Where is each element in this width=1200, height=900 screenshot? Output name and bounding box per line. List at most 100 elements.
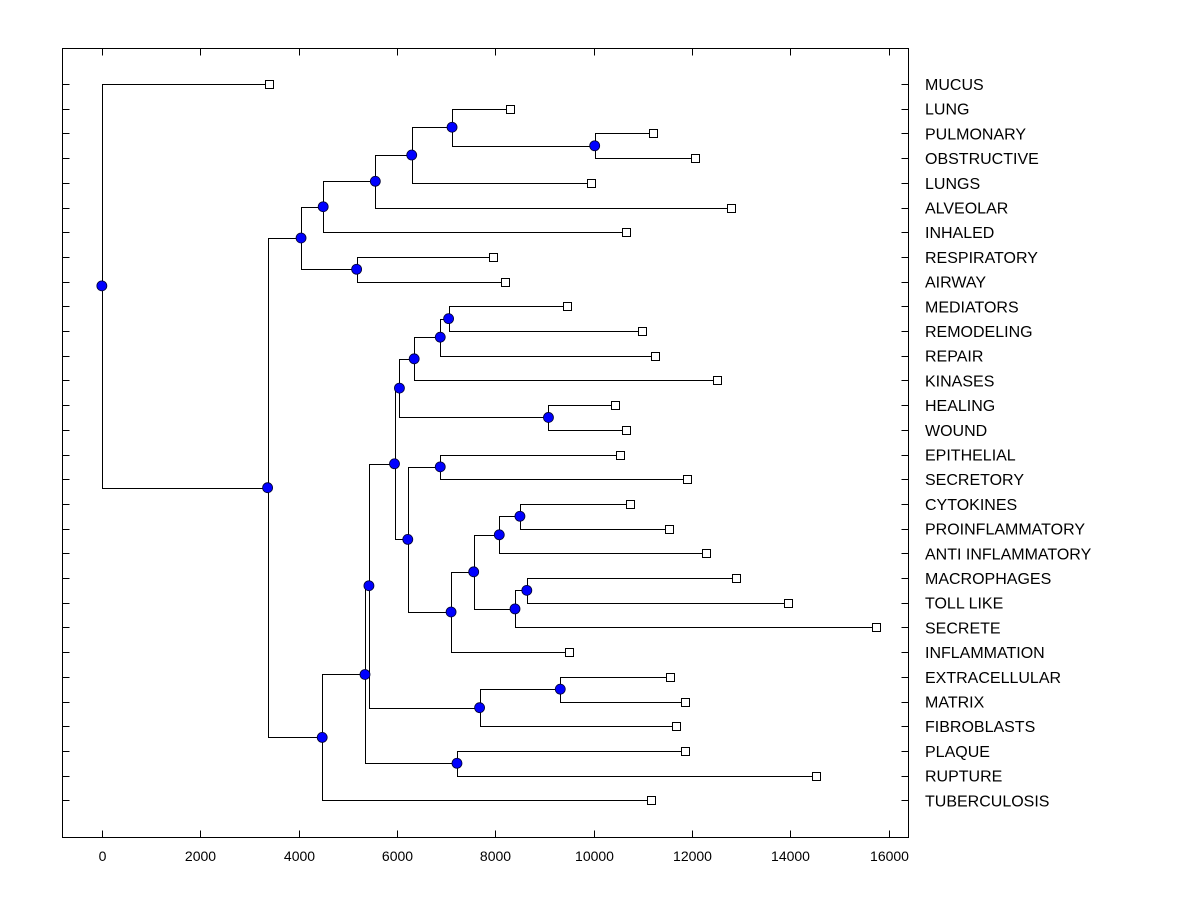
leaf-label: KINASES	[925, 373, 994, 390]
leaf-label: RESPIRATORY	[925, 250, 1038, 267]
leaf-marker	[872, 623, 881, 632]
branch-n28	[268, 238, 323, 738]
leaf-marker	[649, 129, 658, 138]
leaf-label: ALVEOLAR	[925, 201, 1008, 218]
x-tick-label: 16000	[870, 848, 909, 864]
merge-node	[359, 669, 371, 680]
x-tick-label: 4000	[284, 848, 315, 864]
leaf-marker	[626, 500, 635, 509]
merge-node	[543, 412, 554, 423]
merge-node	[295, 232, 307, 244]
merge-node	[589, 140, 601, 152]
leaf-label: PULMONARY	[925, 126, 1026, 143]
branch-n19	[451, 572, 570, 653]
merge-node	[434, 461, 446, 473]
leaf-marker	[616, 451, 625, 460]
branch-n16	[527, 578, 789, 604]
branch-n3	[412, 127, 592, 184]
branch-n8	[449, 306, 643, 332]
leaf-label: MACROPHAGES	[925, 571, 1051, 588]
branch-n24	[369, 464, 481, 709]
leaf-marker	[681, 747, 690, 756]
leaf-marker	[563, 302, 572, 311]
leaf-label: WOUND	[925, 423, 987, 440]
branch-n9	[440, 319, 656, 357]
leaf-label: AIRWAY	[925, 275, 986, 292]
branch-n18	[474, 535, 516, 610]
merge-node	[554, 683, 566, 695]
x-tick-label: 6000	[382, 848, 413, 864]
leaf-marker	[587, 179, 596, 188]
leaf-label: OBSTRUCTIVE	[925, 151, 1039, 168]
leaf-label: REMODELING	[925, 324, 1033, 341]
merge-node	[262, 482, 274, 494]
leaf-marker	[665, 525, 674, 534]
merge-node	[514, 510, 526, 522]
leaf-marker	[672, 722, 681, 731]
plot-frame	[62, 48, 909, 838]
leaf-label: FIBROBLASTS	[925, 719, 1035, 736]
leaf-label: HEALING	[925, 398, 995, 415]
leaf-marker	[681, 698, 690, 707]
leaf-marker	[565, 648, 574, 657]
leaf-label: INHALED	[925, 225, 994, 242]
leaf-marker	[666, 673, 675, 682]
merge-node	[389, 458, 400, 470]
leaf-marker	[691, 154, 700, 163]
x-tick-label: 0	[99, 848, 107, 864]
merge-node	[317, 201, 329, 213]
x-tick-label: 10000	[575, 848, 614, 864]
branch-n1	[595, 133, 696, 159]
x-tick-label: 14000	[771, 848, 810, 864]
merge-node	[351, 263, 363, 275]
branch-n29	[102, 84, 270, 489]
merge-node	[521, 584, 533, 596]
merge-node	[445, 606, 457, 618]
leaf-marker	[489, 253, 498, 262]
branch-n13	[440, 455, 688, 480]
leaf-label: INFLAMMATION	[925, 645, 1045, 662]
leaf-marker	[732, 574, 741, 583]
branch-n12	[399, 359, 549, 418]
merge-node	[369, 175, 381, 187]
merge-node	[96, 280, 108, 292]
leaf-marker	[727, 204, 736, 213]
branch-n23	[480, 689, 677, 727]
x-tick-label: 12000	[673, 848, 712, 864]
branch-n2	[452, 109, 596, 147]
x-tick-label: 8000	[480, 848, 511, 864]
axis-ticks	[62, 48, 909, 838]
merge-node	[451, 757, 463, 769]
leaf-marker	[702, 549, 711, 558]
merge-node	[406, 149, 418, 161]
leaf-labels: MUCUS LUNG PULMONARY OBSTRUCTIVE LUNGS ALVEOL…	[925, 77, 1092, 810]
leaf-label: REPAIR	[925, 349, 983, 366]
merge-nodes	[96, 121, 601, 769]
branch-n4	[375, 155, 732, 209]
x-tick-labels: 0 2000 4000 6000 8000 10000 12000 14000 16000	[99, 848, 910, 864]
leaf-marker	[784, 599, 793, 608]
leaf-marker	[506, 105, 515, 114]
merge-node	[468, 566, 480, 578]
branch-n14	[520, 504, 670, 530]
branch-n20	[408, 467, 452, 613]
leaf-marker	[622, 228, 631, 237]
leaf-label: CYTOKINES	[925, 497, 1017, 514]
leaf-marker	[501, 278, 510, 287]
merge-node	[443, 313, 455, 325]
leaf-label: RUPTURE	[925, 769, 1002, 786]
branch-n26	[365, 586, 458, 764]
leaf-marker	[812, 772, 821, 781]
merge-node	[394, 382, 405, 394]
merge-node	[446, 121, 458, 133]
leaf-label: SECRETE	[925, 620, 1001, 637]
merge-node	[408, 353, 420, 365]
branch-n5	[323, 181, 627, 233]
leaf-label: LUNG	[925, 102, 969, 119]
leaf-label: ANTI INFLAMMATORY	[925, 546, 1092, 563]
leaf-marker	[611, 401, 620, 410]
leaf-label: LUNGS	[925, 176, 980, 193]
leaf-markers	[265, 80, 881, 805]
leaf-label: TOLL LIKE	[925, 596, 1003, 613]
